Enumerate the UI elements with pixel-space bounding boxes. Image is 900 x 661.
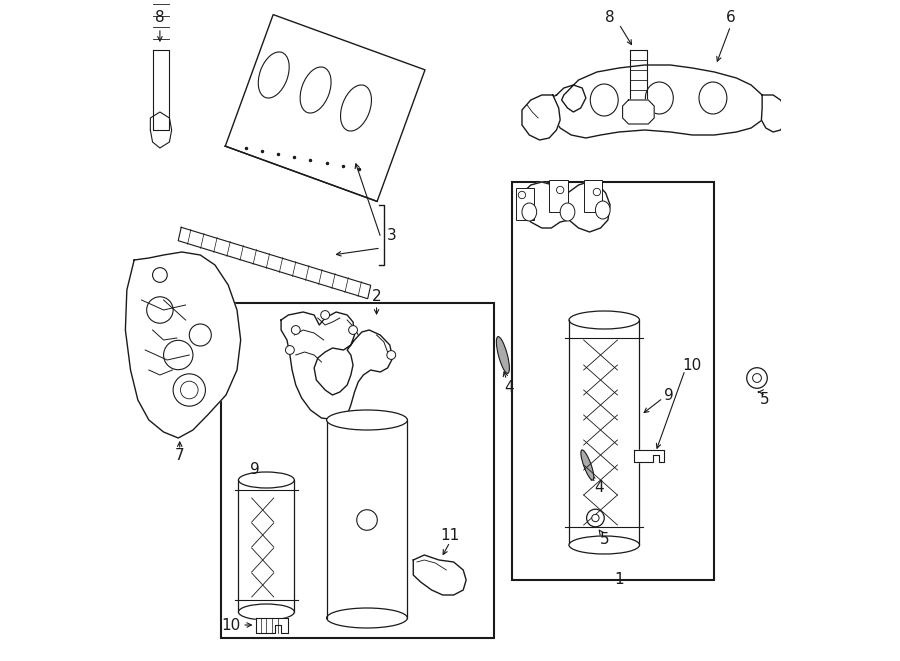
Bar (584, 180, 602, 212)
Text: 1: 1 (614, 572, 624, 588)
Polygon shape (125, 252, 240, 438)
Polygon shape (623, 100, 654, 124)
Ellipse shape (497, 336, 509, 373)
Circle shape (285, 346, 294, 354)
Circle shape (591, 514, 599, 522)
Circle shape (153, 268, 167, 282)
Circle shape (752, 373, 761, 383)
Polygon shape (549, 65, 766, 138)
Circle shape (747, 368, 768, 388)
Ellipse shape (327, 608, 408, 628)
Circle shape (356, 510, 377, 530)
Circle shape (348, 326, 357, 334)
Polygon shape (522, 95, 560, 140)
Circle shape (173, 374, 205, 406)
Polygon shape (178, 227, 371, 299)
Bar (220, 303, 494, 638)
Text: 9: 9 (250, 463, 260, 477)
Bar (516, 188, 535, 220)
Polygon shape (761, 95, 787, 132)
Ellipse shape (580, 450, 594, 480)
Ellipse shape (590, 84, 618, 116)
Ellipse shape (238, 472, 294, 488)
Circle shape (593, 188, 600, 196)
Text: 4: 4 (594, 481, 604, 496)
Text: 8: 8 (606, 11, 615, 26)
Circle shape (189, 324, 212, 346)
Text: 10: 10 (683, 358, 702, 373)
Text: 10: 10 (221, 617, 241, 633)
Ellipse shape (522, 203, 536, 221)
Text: 8: 8 (155, 11, 165, 26)
Ellipse shape (340, 85, 372, 131)
Text: 5: 5 (599, 533, 609, 547)
Circle shape (587, 509, 604, 527)
Circle shape (556, 186, 563, 194)
Polygon shape (634, 450, 664, 462)
Polygon shape (256, 618, 288, 633)
Circle shape (518, 191, 526, 199)
Ellipse shape (569, 311, 640, 329)
Text: 7: 7 (175, 447, 184, 463)
Text: 4: 4 (504, 381, 514, 395)
Ellipse shape (258, 52, 289, 98)
Text: 3: 3 (386, 227, 396, 243)
Polygon shape (150, 112, 172, 148)
Polygon shape (225, 15, 425, 202)
Polygon shape (281, 312, 392, 420)
Bar (512, 182, 715, 580)
Ellipse shape (300, 67, 331, 113)
Text: 2: 2 (372, 290, 382, 305)
Bar (549, 180, 568, 212)
Text: 9: 9 (664, 387, 674, 403)
Circle shape (320, 311, 329, 319)
Circle shape (164, 340, 193, 369)
Circle shape (387, 350, 396, 360)
Polygon shape (520, 182, 610, 232)
Circle shape (181, 381, 198, 399)
Circle shape (292, 326, 301, 334)
Circle shape (147, 297, 173, 323)
Ellipse shape (238, 604, 294, 620)
Polygon shape (413, 555, 466, 595)
Ellipse shape (327, 410, 408, 430)
Ellipse shape (645, 82, 673, 114)
Text: 5: 5 (760, 393, 770, 407)
Ellipse shape (560, 203, 575, 221)
Text: 11: 11 (440, 527, 460, 543)
Ellipse shape (596, 201, 610, 219)
Ellipse shape (699, 82, 727, 114)
Text: 6: 6 (725, 11, 735, 26)
Ellipse shape (569, 536, 640, 554)
